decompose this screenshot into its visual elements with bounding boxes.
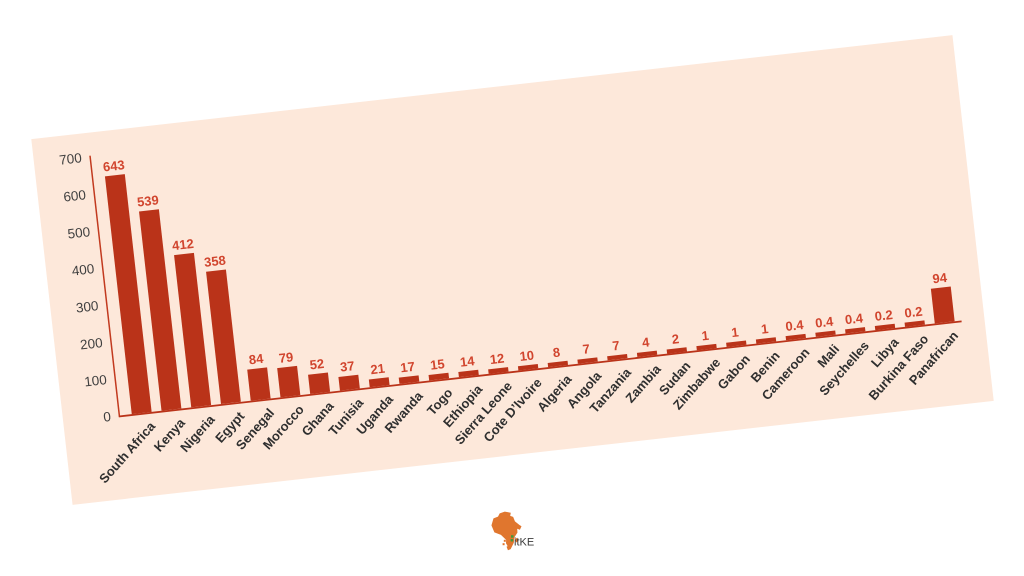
svg-text:37: 37 — [339, 358, 355, 375]
svg-text:0.4: 0.4 — [814, 314, 834, 331]
svg-text:Nigeria: Nigeria — [177, 411, 218, 455]
svg-text:7: 7 — [611, 338, 620, 354]
svg-text:Gabon: Gabon — [714, 352, 753, 393]
svg-text:Algeria: Algeria — [534, 371, 575, 415]
svg-text:2: 2 — [671, 331, 680, 347]
svg-text:Zambia: Zambia — [622, 361, 664, 406]
svg-text:200: 200 — [79, 335, 103, 352]
svg-text:412: 412 — [171, 236, 194, 253]
svg-text:12: 12 — [488, 351, 504, 368]
svg-text:7: 7 — [581, 341, 590, 357]
svg-text:500: 500 — [66, 224, 90, 241]
svg-text:4: 4 — [641, 334, 651, 350]
svg-text:0.2: 0.2 — [873, 307, 893, 324]
svg-text:10: 10 — [518, 347, 534, 364]
svg-text:700: 700 — [58, 150, 82, 167]
svg-text:300: 300 — [75, 298, 99, 315]
svg-text:1: 1 — [730, 324, 739, 340]
svg-text:21: 21 — [369, 361, 385, 378]
svg-text:0.4: 0.4 — [784, 317, 804, 334]
svg-text:79: 79 — [278, 349, 294, 366]
svg-text:1: 1 — [700, 328, 709, 344]
svg-text:17: 17 — [399, 359, 415, 376]
svg-text:600: 600 — [62, 187, 86, 204]
svg-text:8: 8 — [552, 345, 561, 361]
svg-text:84: 84 — [248, 351, 265, 368]
svg-text:itKE: itKE — [514, 536, 534, 548]
svg-text:100: 100 — [83, 372, 107, 389]
svg-text:14: 14 — [459, 353, 476, 370]
svg-text:0: 0 — [102, 409, 111, 425]
svg-text:1: 1 — [760, 321, 769, 337]
svg-text:0.2: 0.2 — [903, 304, 923, 321]
svg-text:94: 94 — [931, 270, 948, 287]
svg-text:South Africa: South Africa — [95, 418, 158, 486]
svg-text:52: 52 — [308, 356, 324, 373]
svg-text:539: 539 — [136, 192, 159, 209]
svg-text:0.4: 0.4 — [844, 310, 864, 327]
svg-text:400: 400 — [70, 261, 94, 278]
svg-text:643: 643 — [102, 157, 125, 174]
svg-text:15: 15 — [429, 356, 445, 373]
svg-text:358: 358 — [203, 252, 226, 269]
